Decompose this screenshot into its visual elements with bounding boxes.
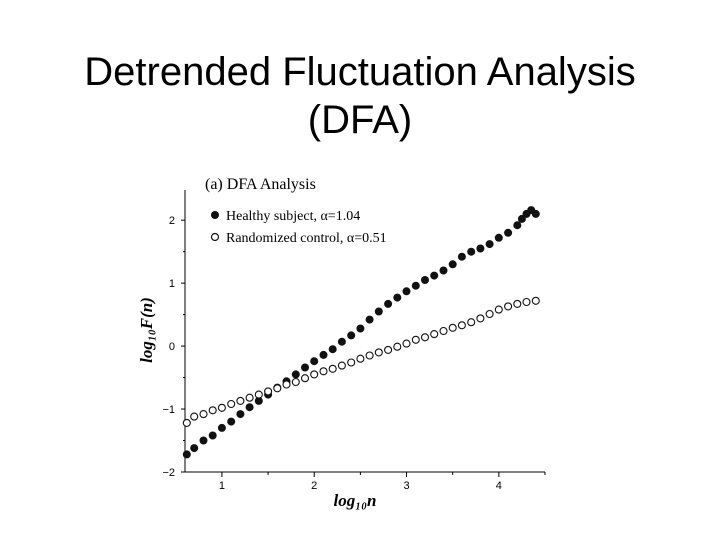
randomized-data-point — [227, 399, 236, 409]
healthy-data-point — [254, 396, 263, 405]
randomized-data-point — [448, 323, 457, 332]
x-axis-label: log₁₀n — [333, 491, 376, 510]
healthy-data-point — [227, 417, 236, 426]
randomized-data-point — [430, 330, 439, 339]
randomized-data-point — [319, 367, 328, 376]
healthy-data-point — [328, 345, 337, 354]
randomized-data-point — [384, 345, 393, 354]
healthy-data-point — [356, 324, 365, 333]
legend-label-randomized: Randomized control, α=0.51 — [226, 231, 387, 246]
randomized-data-point — [476, 314, 485, 323]
randomized-data-point — [310, 370, 319, 379]
healthy-data-point — [337, 337, 346, 346]
randomized-data-point — [439, 326, 448, 336]
randomized-data-point — [531, 296, 540, 305]
y-tick-label: 0 — [169, 341, 175, 353]
healthy-data-point — [365, 315, 374, 324]
y-tick-label: 1 — [169, 278, 175, 290]
healthy-data-point — [402, 287, 411, 296]
healthy-data-point — [531, 209, 540, 218]
randomized-data-point — [328, 364, 337, 373]
healthy-data-point — [182, 450, 191, 459]
healthy-data-point — [485, 240, 494, 249]
y-tick-label: −1 — [162, 404, 175, 416]
healthy-data-point — [494, 233, 503, 242]
healthy-data-point — [448, 260, 457, 269]
y-axis-label: log₁₀F(n) — [137, 297, 156, 363]
healthy-data-point — [476, 244, 485, 253]
randomized-data-point — [513, 299, 522, 308]
healthy-data-point — [208, 431, 217, 440]
randomized-data-point — [420, 333, 430, 342]
randomized-data-point — [182, 418, 191, 427]
healthy-data-point — [301, 363, 309, 372]
chart-title: (a) DFA Analysis — [205, 176, 316, 193]
randomized-data-point — [217, 403, 226, 412]
randomized-data-point — [365, 351, 374, 360]
slide-title-line1: Detrended Fluctuation Analysis — [84, 50, 636, 94]
series-randomized — [182, 296, 540, 427]
randomized-data-point — [356, 354, 365, 363]
y-tick-label: −2 — [162, 467, 175, 479]
healthy-data-point — [236, 410, 245, 419]
healthy-data-point — [291, 370, 300, 379]
randomized-data-point — [402, 339, 411, 348]
randomized-data-point — [337, 361, 346, 370]
healthy-data-point — [421, 276, 429, 284]
healthy-data-point — [504, 228, 513, 237]
randomized-data-point — [291, 377, 300, 387]
randomized-data-point — [245, 393, 254, 402]
randomized-data-point — [208, 406, 217, 415]
randomized-data-point — [264, 387, 273, 396]
x-tick-label: 2 — [311, 480, 317, 492]
healthy-data-point — [393, 293, 402, 302]
healthy-data-point — [319, 350, 328, 359]
x-axis-ticks: 1 2 3 4 — [219, 472, 546, 492]
x-tick-label: 3 — [403, 480, 409, 492]
healthy-data-point — [513, 221, 522, 230]
y-axis-ticks: −2 −1 0 1 2 — [162, 215, 185, 479]
randomized-data-point — [300, 374, 310, 383]
healthy-data-point — [347, 331, 356, 340]
slide-title-line2: (DFA) — [307, 98, 413, 142]
healthy-data-point — [374, 307, 383, 316]
x-tick-label: 4 — [496, 480, 502, 492]
legend-label-healthy: Healthy subject, α=1.04 — [226, 209, 360, 224]
randomized-data-point — [347, 358, 356, 367]
randomized-data-point — [494, 305, 503, 314]
randomized-data-point — [282, 380, 291, 389]
healthy-data-point — [439, 266, 448, 275]
randomized-data-point — [467, 318, 476, 327]
randomized-data-point — [273, 384, 282, 393]
randomized-data-point — [254, 390, 263, 399]
healthy-data-point — [310, 357, 319, 366]
randomized-data-point — [199, 410, 208, 419]
healthy-data-point — [384, 299, 393, 308]
healthy-data-point — [217, 423, 226, 432]
healthy-data-point — [467, 247, 476, 256]
randomized-data-point — [457, 321, 466, 330]
healthy-data-point — [457, 252, 466, 261]
randomized-data-point — [374, 348, 383, 357]
slide-title: Detrended Fluctuation Analysis (DFA) — [0, 48, 720, 144]
randomized-data-point — [190, 412, 199, 421]
randomized-data-point — [504, 302, 513, 311]
x-tick-label: 1 — [219, 480, 225, 492]
legend-marker-healthy — [211, 211, 219, 219]
healthy-data-point — [190, 444, 199, 453]
randomized-data-point — [485, 309, 494, 319]
randomized-data-point — [236, 396, 245, 405]
healthy-data-point — [199, 436, 208, 445]
legend: Healthy subject, α=1.04 Randomized contr… — [210, 209, 387, 246]
randomized-data-point — [522, 297, 531, 307]
legend-marker-randomized — [210, 232, 220, 242]
healthy-data-point — [430, 271, 439, 280]
healthy-data-point — [245, 403, 254, 412]
healthy-data-point — [411, 281, 420, 290]
randomized-data-point — [393, 342, 402, 351]
randomized-data-point — [411, 335, 420, 344]
y-tick-label: 2 — [169, 215, 175, 227]
